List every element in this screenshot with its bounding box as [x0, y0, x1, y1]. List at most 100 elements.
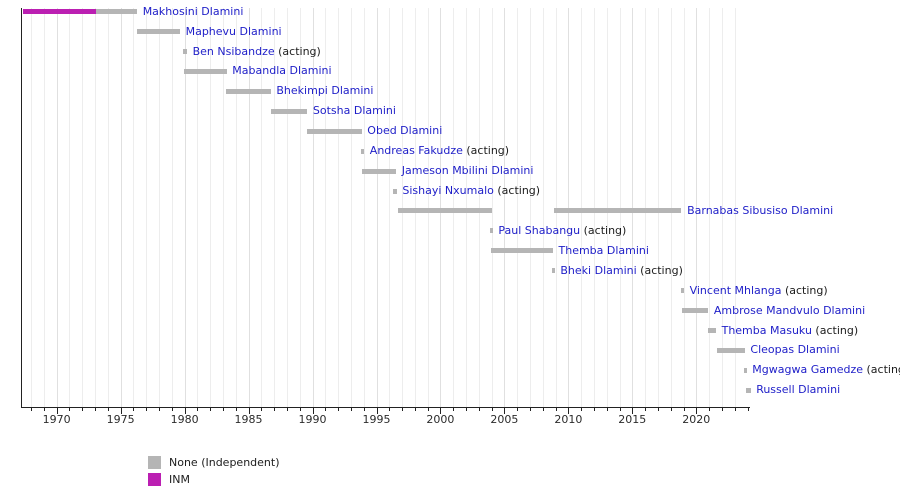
- acting-suffix: (acting): [866, 363, 900, 377]
- x-tick-1988: [286, 408, 288, 411]
- x-tick-2012: [593, 408, 595, 411]
- pm-name-link[interactable]: Cleopas Dlamini: [750, 343, 840, 357]
- pm-name-link[interactable]: Vincent Mhlanga: [689, 283, 782, 297]
- pm-name-link[interactable]: Sishayi Nxumalo: [402, 184, 494, 197]
- gridline-1985: [248, 8, 250, 407]
- gridline-1981: [197, 8, 199, 407]
- gridline-2006: [517, 8, 519, 407]
- gridline-1988: [286, 8, 288, 407]
- gridline-2015: [632, 8, 634, 407]
- x-tick-1976: [133, 408, 135, 411]
- x-tick-label-1970: 1970: [42, 413, 71, 426]
- term-bar-bhekimpi-dlamini: [226, 88, 271, 94]
- gridline-1997: [402, 8, 404, 407]
- gridline-2014: [619, 8, 621, 407]
- x-tick-2000: [440, 408, 442, 414]
- gridline-2016: [645, 8, 647, 407]
- x-tick-1994: [363, 408, 365, 411]
- gridline-2010: [568, 8, 570, 407]
- pm-name-link[interactable]: Mabandla Dlamini: [232, 64, 332, 78]
- pm-label: Mabandla Dlamini: [232, 64, 331, 78]
- x-tick-1993: [350, 408, 352, 411]
- pm-label: Vincent Mhlanga (acting): [690, 284, 828, 298]
- x-axis-line: [21, 407, 751, 408]
- gridline-1975: [120, 8, 122, 407]
- term-bar-makhosini-dlamini-1: [22, 9, 97, 15]
- acting-suffix: (acting): [580, 223, 627, 237]
- x-tick-1977: [146, 408, 148, 411]
- gridline-2019: [683, 8, 685, 407]
- pm-name-link[interactable]: Bheki Dlamini: [560, 263, 637, 277]
- term-bar-vincent-mhlanga: [680, 288, 685, 294]
- pm-name-link[interactable]: Obed Dlamini: [367, 124, 443, 138]
- term-bar-russell-dlamini: [745, 387, 751, 393]
- pm-name-link[interactable]: Bhekimpi Dlamini: [276, 84, 374, 98]
- gridline-2001: [453, 8, 455, 407]
- pm-label: Makhosini Dlamini: [143, 5, 244, 19]
- gridline-2003: [478, 8, 480, 407]
- legend-swatch-none: [148, 456, 161, 469]
- x-tick-2019: [683, 408, 685, 411]
- pm-name-link[interactable]: Paul Shabangu: [498, 223, 581, 237]
- gridline-2005: [504, 8, 506, 407]
- x-tick-1982: [210, 408, 212, 411]
- acting-suffix: (acting): [781, 283, 828, 297]
- gridline-2011: [581, 8, 583, 407]
- pm-name-link[interactable]: Russell Dlamini: [756, 383, 841, 397]
- pm-name-link[interactable]: Themba Dlamini: [558, 243, 649, 257]
- pm-name-link[interactable]: Makhosini Dlamini: [142, 4, 244, 18]
- x-tick-2003: [478, 408, 480, 411]
- gridline-2002: [466, 8, 467, 407]
- pm-label: Bhekimpi Dlamini: [276, 84, 373, 98]
- x-tick-1975: [120, 408, 122, 414]
- term-bar-sishayi-nxumalo: [393, 188, 397, 194]
- pm-name-link[interactable]: Barnabas Sibusiso Dlamini: [687, 203, 834, 217]
- gridline-2008: [542, 8, 544, 407]
- pm-label: Themba Dlamini: [559, 244, 649, 258]
- pm-name-link[interactable]: Ben Nsibandze: [192, 44, 275, 58]
- x-tick-1998: [414, 408, 416, 411]
- gridline-1996: [389, 8, 391, 407]
- legend: Political party:: [0, 448, 900, 487]
- x-tick-1999: [427, 408, 429, 411]
- pm-label: Sotsha Dlamini: [313, 104, 396, 118]
- pm-name-link[interactable]: Ambrose Mandvulo Dlamini: [713, 303, 866, 317]
- x-tick-2002: [466, 408, 467, 411]
- x-tick-1985: [248, 408, 250, 414]
- pm-name-link[interactable]: Andreas Fakudze: [369, 144, 463, 158]
- gridline-1986: [261, 8, 263, 407]
- x-tick-2023: [734, 408, 736, 411]
- term-bar-cleopas-dlamini: [717, 347, 745, 353]
- term-bar-maphevu-dlamini: [137, 29, 181, 34]
- acting-suffix: (acting): [636, 263, 683, 277]
- term-bar-jameson-mbilini-dlamini: [361, 168, 397, 174]
- pm-label: Cleopas Dlamini: [750, 343, 839, 357]
- x-tick-2001: [453, 408, 455, 411]
- x-tick-2015: [632, 408, 634, 414]
- x-tick-label-2000: 2000: [426, 413, 455, 426]
- pm-label: Ambrose Mandvulo Dlamini: [714, 304, 865, 318]
- x-tick-2004: [491, 408, 493, 411]
- pm-name-link[interactable]: Sotsha Dlamini: [312, 104, 396, 118]
- pm-label: Themba Masuku (acting): [722, 324, 859, 338]
- pm-name-link[interactable]: Themba Masuku: [721, 323, 812, 337]
- pm-name-link[interactable]: Mgwagwa Gamedze: [752, 363, 863, 377]
- term-bar-barnabas-sibusiso-dlamini-1: [397, 208, 492, 214]
- pm-label: Ben Nsibandze (acting): [193, 45, 321, 59]
- legend-label-inm: INM: [169, 473, 190, 486]
- gridline-1977: [146, 8, 148, 407]
- x-tick-2008: [542, 408, 544, 411]
- x-tick-1974: [107, 408, 109, 411]
- x-tick-2016: [645, 408, 647, 411]
- x-tick-1968: [31, 408, 33, 411]
- gridline-2021: [709, 8, 711, 407]
- x-tick-2024: [747, 408, 749, 411]
- x-tick-1996: [389, 408, 391, 411]
- x-tick-1990: [312, 408, 314, 414]
- term-bar-themba-masuku: [708, 328, 717, 333]
- gridline-1968: [31, 8, 33, 407]
- pm-name-link[interactable]: Jameson Mbilini Dlamini: [401, 164, 534, 177]
- gridline-1980: [184, 8, 186, 407]
- pm-name-link[interactable]: Maphevu Dlamini: [185, 24, 282, 38]
- gridline-1987: [274, 8, 276, 407]
